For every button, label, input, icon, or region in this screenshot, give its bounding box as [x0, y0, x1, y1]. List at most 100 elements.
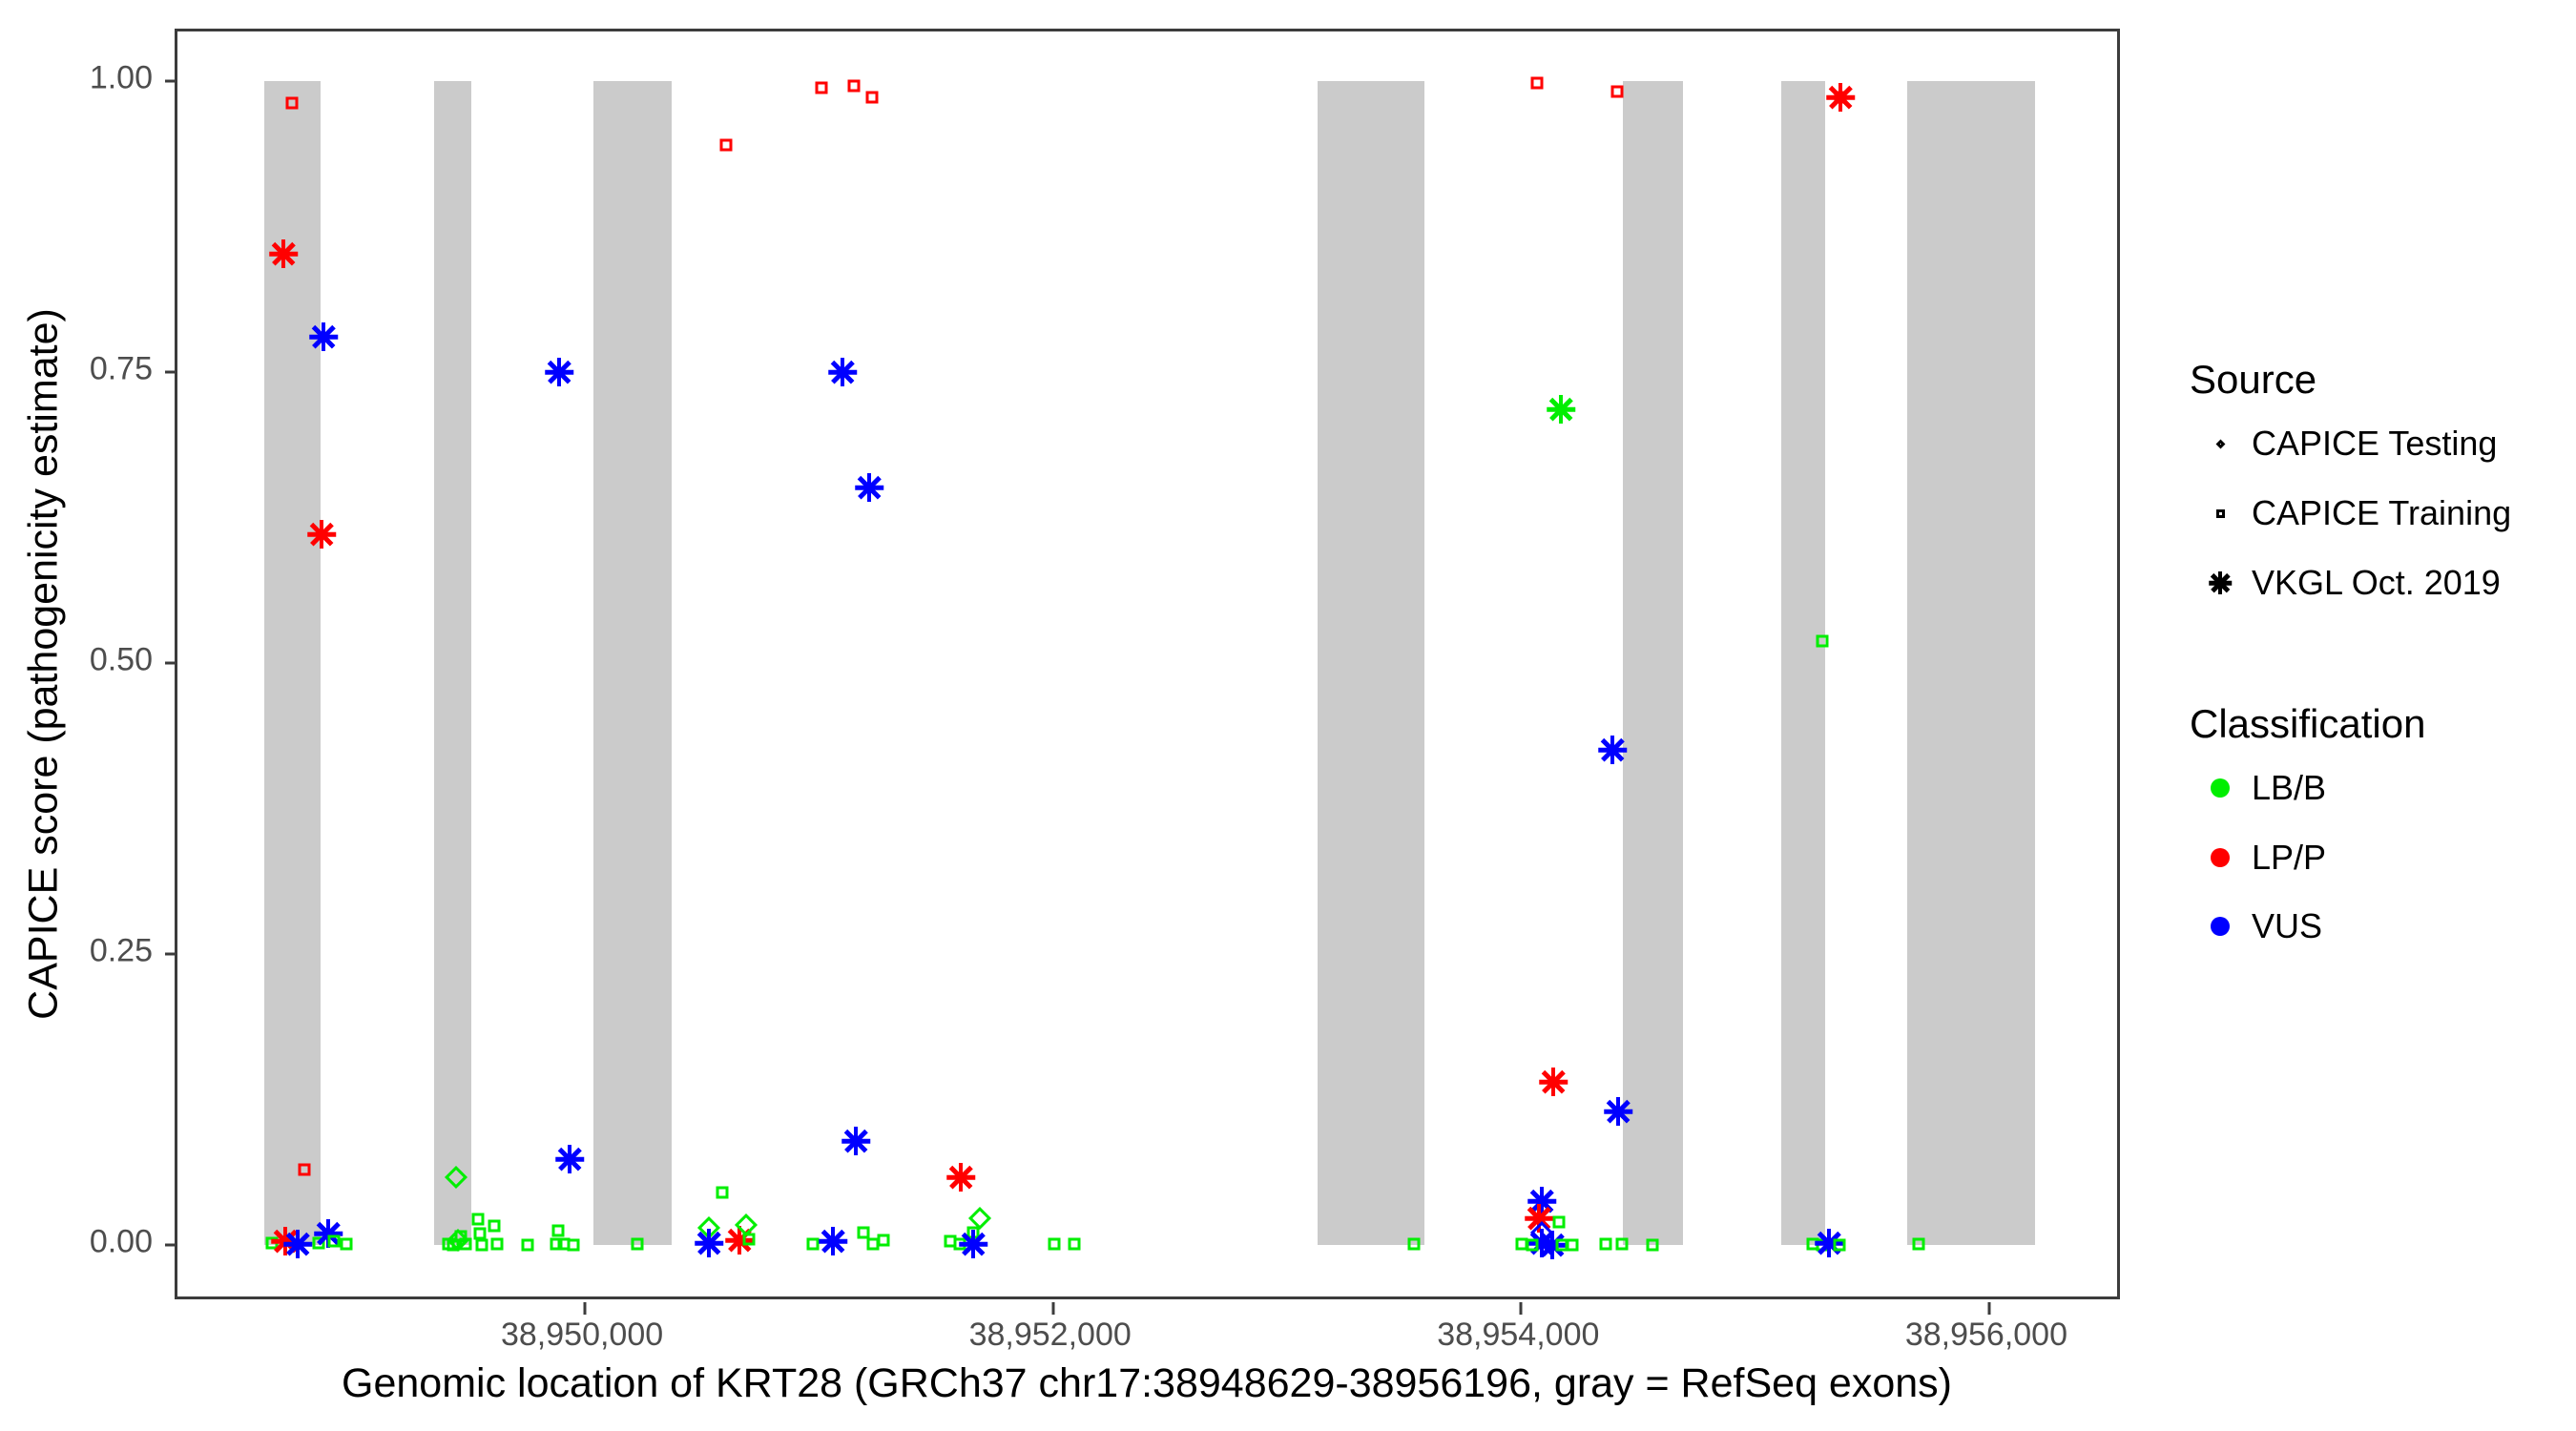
- x-axis-title: Genomic location of KRT28 (GRCh37 chr17:…: [342, 1360, 1952, 1406]
- data-point: [1527, 1228, 1556, 1257]
- refseq-exon-bar: [1317, 80, 1424, 1245]
- legend-source-title: Source: [2190, 357, 2317, 402]
- asterisk-marker: [724, 1226, 754, 1255]
- square-marker: [1526, 1238, 1539, 1252]
- data-point: [567, 1238, 580, 1252]
- data-point: [445, 1166, 468, 1190]
- data-point: [555, 1144, 585, 1173]
- data-point: [946, 1163, 976, 1192]
- data-point: [806, 1237, 820, 1251]
- data-point: [841, 1127, 871, 1156]
- square-marker: [716, 1186, 729, 1199]
- data-point: [521, 1238, 534, 1252]
- x-tick-mark: [1519, 1302, 1523, 1315]
- data-point: [855, 472, 884, 502]
- data-point: [550, 1237, 563, 1251]
- data-point: [283, 1229, 313, 1258]
- dot-marker: [2211, 848, 2230, 867]
- data-point: [724, 1226, 754, 1255]
- data-point: [1912, 1237, 1925, 1251]
- square-marker: [567, 1238, 580, 1252]
- x-tick-label: 38,956,000: [1904, 1317, 2068, 1353]
- square-marker: [1610, 85, 1624, 98]
- data-point: [1048, 1237, 1061, 1251]
- asterisk-marker: [1597, 736, 1627, 765]
- square-marker: [847, 79, 861, 93]
- data-point: [490, 1237, 504, 1251]
- data-point: [1597, 736, 1627, 765]
- data-point: [1407, 1237, 1421, 1251]
- square-marker: [806, 1237, 820, 1251]
- legend-item: VUS: [2206, 906, 2322, 946]
- y-tick-label: 0.25: [89, 932, 153, 969]
- legend-item-label: VUS: [2252, 906, 2323, 945]
- legend-marker-box: [2206, 843, 2234, 872]
- data-point: [695, 1228, 724, 1257]
- data-point: [1537, 1230, 1567, 1259]
- data-point: [742, 1233, 756, 1246]
- data-point: [471, 1213, 485, 1226]
- square-marker: [473, 1227, 487, 1240]
- square-marker: [459, 1237, 472, 1251]
- data-point: [1547, 395, 1575, 424]
- square-marker: [1912, 1237, 1925, 1251]
- data-point: [1816, 634, 1829, 648]
- y-tick-mark: [165, 370, 177, 374]
- refseq-exon-bar: [1623, 80, 1684, 1245]
- data-point: [269, 238, 299, 268]
- data-point: [307, 519, 337, 549]
- diamond-marker: [2215, 439, 2225, 448]
- asterisk-marker: [841, 1127, 871, 1156]
- data-point: [285, 96, 299, 110]
- asterisk-marker: [695, 1228, 724, 1257]
- refseq-exon-bar: [593, 80, 673, 1245]
- y-axis-title: CAPICE score (pathogenicity estimate): [20, 308, 67, 1020]
- data-point: [327, 1234, 341, 1248]
- data-point: [447, 1238, 460, 1252]
- plot-panel: [165, 29, 2120, 1315]
- asterisk-marker: [1524, 1203, 1553, 1233]
- legend-item: LP/P: [2206, 838, 2326, 878]
- square-marker: [471, 1213, 485, 1226]
- square-marker: [1816, 634, 1829, 648]
- square-marker: [719, 138, 733, 152]
- y-tick-mark: [165, 1243, 177, 1247]
- square-marker: [1530, 76, 1544, 90]
- data-point: [1530, 76, 1544, 90]
- square-marker: [742, 1233, 756, 1246]
- y-tick-label: 0.75: [89, 350, 153, 387]
- data-point: [719, 138, 733, 152]
- asterisk-marker: [283, 1229, 313, 1258]
- y-tick-mark: [165, 79, 177, 83]
- data-point: [1527, 1186, 1556, 1215]
- legend-marker-box: [2206, 912, 2234, 941]
- data-point: [551, 1224, 565, 1237]
- x-tick-mark: [583, 1302, 587, 1315]
- refseq-exon-bar: [1780, 80, 1825, 1245]
- data-point: [340, 1237, 353, 1251]
- asterisk-marker: [1604, 1096, 1633, 1126]
- x-tick-label: 38,954,000: [1437, 1317, 1600, 1353]
- asterisk-marker: [1825, 83, 1855, 113]
- y-tick-label: 1.00: [89, 59, 153, 96]
- data-point: [1615, 1237, 1629, 1251]
- asterisk-marker: [271, 1227, 301, 1256]
- data-point: [459, 1237, 472, 1251]
- square-marker: [488, 1219, 501, 1233]
- tickmark-layer: [165, 31, 2117, 1315]
- legend-marker-box: [2206, 774, 2234, 802]
- square-marker: [1566, 1238, 1579, 1252]
- data-point: [298, 1163, 311, 1176]
- data-point: [312, 1236, 325, 1250]
- diamond-marker: [445, 1166, 468, 1190]
- square-marker: [1552, 1215, 1566, 1229]
- dot-marker: [2211, 917, 2230, 936]
- square-marker: [447, 1238, 460, 1252]
- legend-classification-title: Classification: [2190, 701, 2426, 746]
- y-tick-mark: [165, 952, 177, 956]
- square-marker: [285, 96, 299, 110]
- asterisk-marker: [828, 357, 858, 386]
- data-point: [857, 1226, 870, 1239]
- x-tick-label: 38,952,000: [968, 1317, 1132, 1353]
- square-marker: [1599, 1237, 1612, 1251]
